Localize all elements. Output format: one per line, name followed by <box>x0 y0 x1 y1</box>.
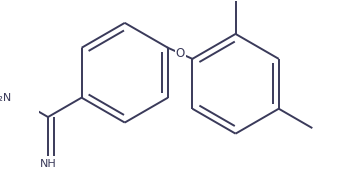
Text: NH: NH <box>40 159 56 169</box>
Text: H₂N: H₂N <box>0 93 12 103</box>
Text: O: O <box>176 47 185 60</box>
